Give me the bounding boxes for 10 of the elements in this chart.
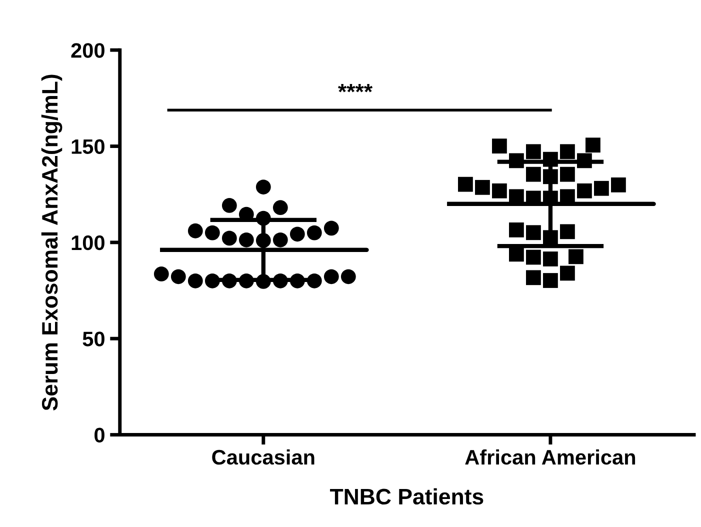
x-tick-label: African American [465, 449, 636, 465]
x-axis-title: TNBC Patients [330, 488, 484, 505]
y-axis-title: Serum Exosomal AnxA2(ng/mL) [41, 74, 62, 411]
y-tick-label: 100 [72, 235, 104, 250]
annotation: **** [338, 84, 373, 92]
x-tick-label: Caucasian [212, 449, 314, 465]
y-tick-label: 150 [72, 139, 104, 154]
y-tick-label: 0 [94, 428, 104, 443]
y-tick-label: 200 [71, 43, 104, 58]
y-tick-label: 50 [82, 332, 104, 346]
